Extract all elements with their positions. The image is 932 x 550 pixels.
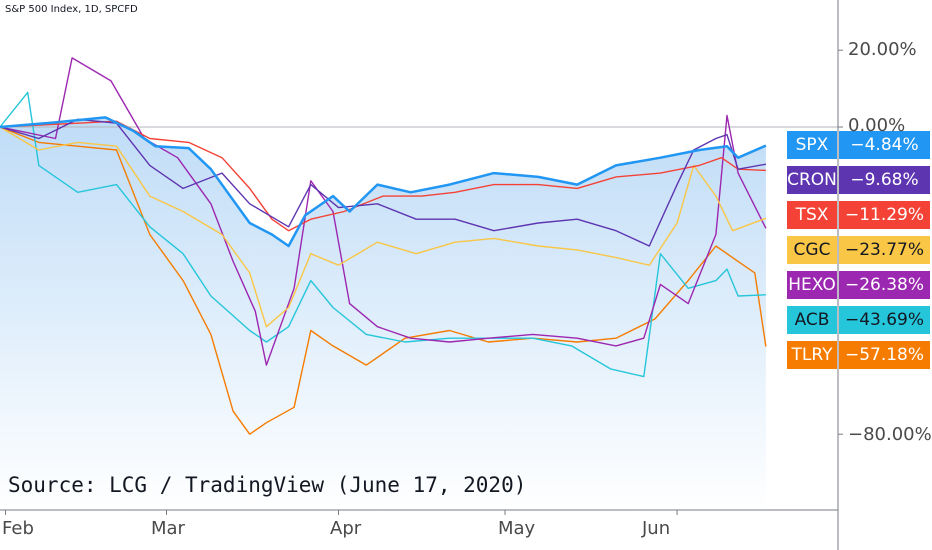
- y-tick-label: 0.00%: [848, 115, 906, 136]
- legend-tag-cron: CRON: [787, 166, 837, 194]
- series-line-cgc: [0, 126, 767, 328]
- value-tag-hexo: −26.38%: [839, 271, 930, 299]
- value-tag-acb: −43.69%: [839, 306, 930, 334]
- legend-tag-tlry: TLRY: [787, 341, 837, 369]
- x-tick-label: Mar: [151, 518, 185, 539]
- y-tick-label: 20.00%: [848, 39, 917, 60]
- series-line-acb: [0, 91, 766, 378]
- legend-tag-hexo: HEXO: [787, 271, 837, 299]
- symbol-title: S&P 500 Index, 1D, SPCFD: [5, 4, 138, 15]
- value-tag-tsx: −11.29%: [839, 201, 930, 229]
- series-line-hexo: [0, 57, 767, 366]
- spx-area-fill: [0, 117, 766, 511]
- legend-tag-spx: SPX: [787, 131, 837, 159]
- x-tick-label: May: [498, 518, 536, 539]
- legend-tag-cgc: CGC: [787, 236, 837, 264]
- x-tick-label: Jun: [642, 518, 671, 539]
- series-line-spx: [0, 116, 767, 248]
- value-tag-spx: −4.84%: [839, 131, 930, 159]
- series-line-tsx: [0, 120, 766, 232]
- value-tag-cron: −9.68%: [839, 166, 930, 194]
- x-tick-label: Feb: [2, 518, 34, 539]
- value-tag-tlry: −57.18%: [839, 341, 930, 369]
- source-note: Source: LCG / TradingView (June 17, 2020…: [8, 473, 527, 497]
- legend-tag-tsx: TSX: [787, 201, 837, 229]
- x-tick-label: Apr: [330, 518, 362, 539]
- legend-tag-acb: ACB: [787, 306, 837, 334]
- value-tag-cgc: −23.77%: [839, 236, 930, 264]
- series-line-tlry: [0, 126, 767, 435]
- y-tick-label: −80.00%: [848, 424, 932, 445]
